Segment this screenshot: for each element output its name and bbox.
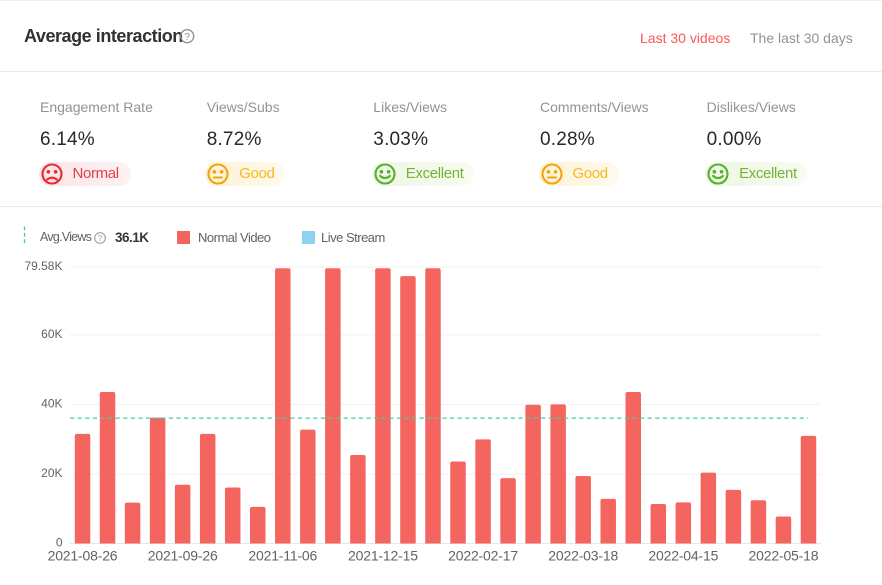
svg-text:2021-11-06: 2021-11-06 (248, 547, 317, 563)
svg-text:2022-03-18: 2022-03-18 (548, 547, 618, 563)
svg-text:0: 0 (56, 535, 63, 549)
svg-text:2022-02-17: 2022-02-17 (448, 547, 518, 563)
svg-text:?: ? (98, 234, 103, 243)
svg-text:2021-08-26: 2021-08-26 (48, 547, 118, 563)
svg-text:79.58K: 79.58K (24, 259, 62, 273)
svg-text:2022-04-15: 2022-04-15 (648, 547, 718, 563)
svg-text:60K: 60K (41, 327, 62, 341)
svg-text:2022-05-18: 2022-05-18 (749, 547, 819, 563)
svg-text:2021-12-15: 2021-12-15 (348, 547, 418, 563)
svg-text:2021-09-26: 2021-09-26 (148, 547, 218, 563)
svg-text:20K: 20K (41, 466, 62, 480)
svg-text:40K: 40K (41, 396, 62, 410)
svg-text:?: ? (184, 31, 190, 43)
